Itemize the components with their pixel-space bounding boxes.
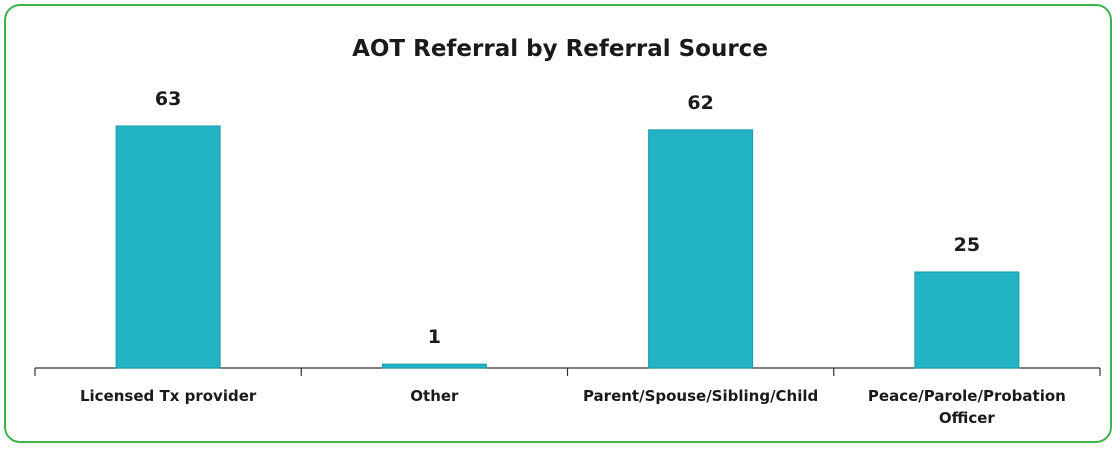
x-tick-label: Parent/Spouse/Sibling/Child: [582, 387, 819, 405]
data-label: 1: [427, 326, 441, 349]
bar: [115, 125, 221, 369]
data-label: 25: [953, 233, 981, 256]
bar: [381, 363, 487, 369]
data-label: 62: [687, 91, 714, 114]
x-tick-label: Other: [410, 387, 459, 405]
bar: [914, 271, 1020, 369]
x-tick-label: Peace/Parole/Probation Officer: [867, 387, 1066, 427]
bar: [648, 129, 754, 369]
data-label: 63: [154, 88, 182, 110]
chart-title: AOT Referral by Referral Source: [352, 36, 768, 62]
chart-frame: [4, 4, 1112, 443]
x-tick-label: Licensed Tx provider: [79, 387, 257, 405]
